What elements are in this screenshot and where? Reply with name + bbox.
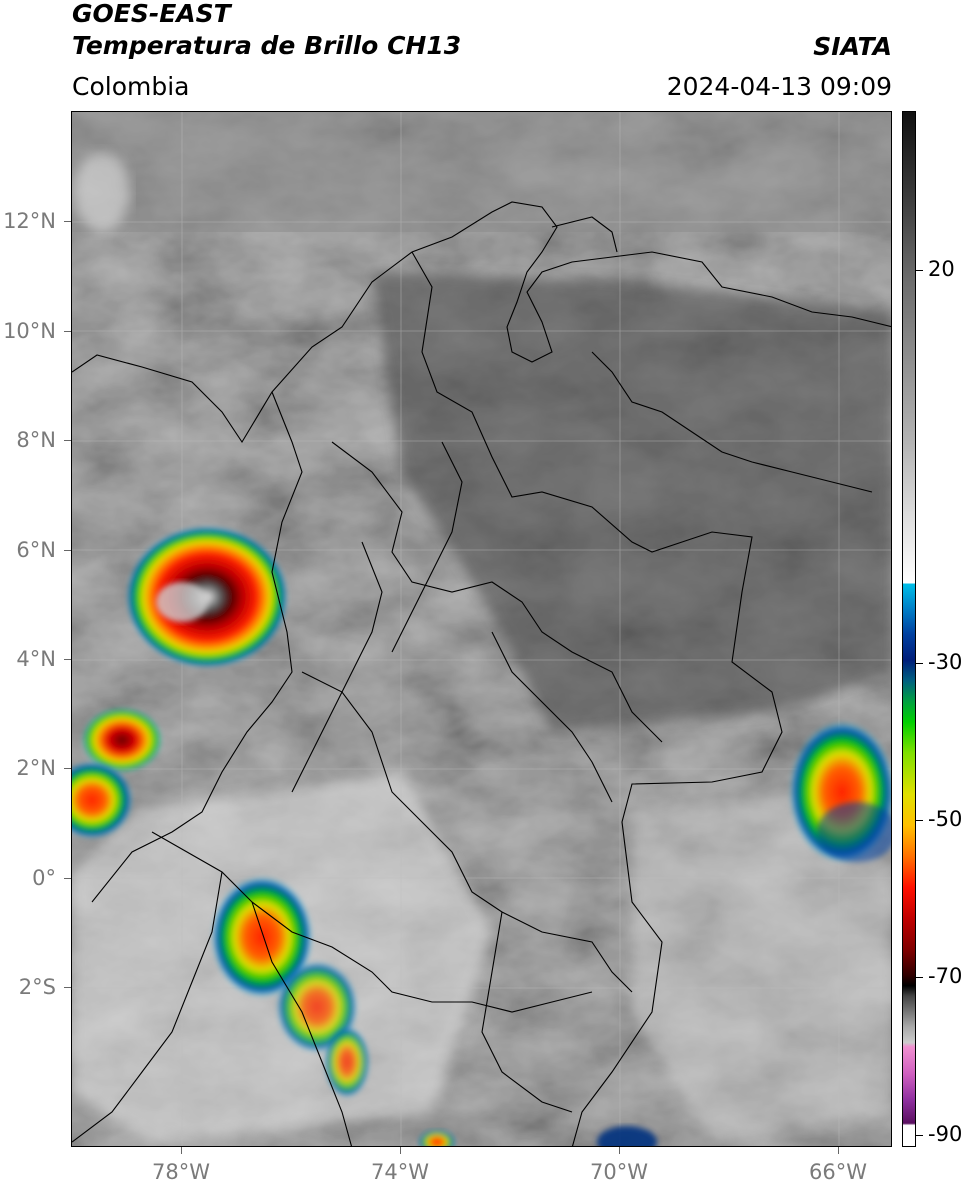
lon-tick-mark [619,1147,620,1154]
lat-tick-mark [64,659,71,660]
colorbar-tick-mark [916,977,923,978]
lon-tick-label: 66°W [809,1160,867,1184]
colorbar-tick-mark [916,270,923,271]
lat-tick-label: 6°N [16,538,56,562]
title-product: Temperatura de Brillo CH13 [72,31,462,60]
lat-tick-mark [64,440,71,441]
lat-tick-mark [64,331,71,332]
lat-tick-label: 10°N [3,319,56,343]
lat-tick-label: 2°S [18,975,56,999]
timestamp-label: 2024-04-13 09:09 [666,72,892,101]
lat-tick-label: 8°N [16,428,56,452]
lat-tick-mark [64,221,71,222]
colorbar-tick-label: -30 [928,650,963,674]
map-canvas [72,112,891,1146]
lat-tick-label: 4°N [16,647,56,671]
lat-tick-label: 0° [32,866,56,890]
colorbar-tick-mark [916,663,923,664]
colorbar [902,111,916,1147]
colorbar-tick-label: -90 [928,1122,963,1146]
lon-tick-label: 78°W [152,1160,210,1184]
satellite-map[interactable] [71,111,892,1147]
lon-tick-mark [181,1147,182,1154]
lon-tick-label: 70°W [590,1160,648,1184]
title-satellite: GOES-EAST [72,0,231,28]
region-label: Colombia [72,72,190,101]
lat-tick-mark [64,550,71,551]
lon-tick-mark [400,1147,401,1154]
colorbar-tick-label: -50 [928,807,963,831]
lon-tick-mark [838,1147,839,1154]
storm-cells [72,527,891,1146]
brand-label: SIATA [813,32,892,61]
borders [72,201,891,1146]
colorbar-tick-label: 20 [928,257,955,281]
lat-tick-label: 2°N [16,756,56,780]
lat-tick-mark [64,878,71,879]
lat-tick-mark [64,768,71,769]
colorbar-tick-label: -70 [928,964,963,988]
colorbar-tick-mark [916,820,923,821]
lat-tick-label: 12°N [3,209,56,233]
lon-tick-label: 74°W [371,1160,429,1184]
colorbar-tick-mark [916,1135,923,1136]
lat-tick-mark [64,987,71,988]
